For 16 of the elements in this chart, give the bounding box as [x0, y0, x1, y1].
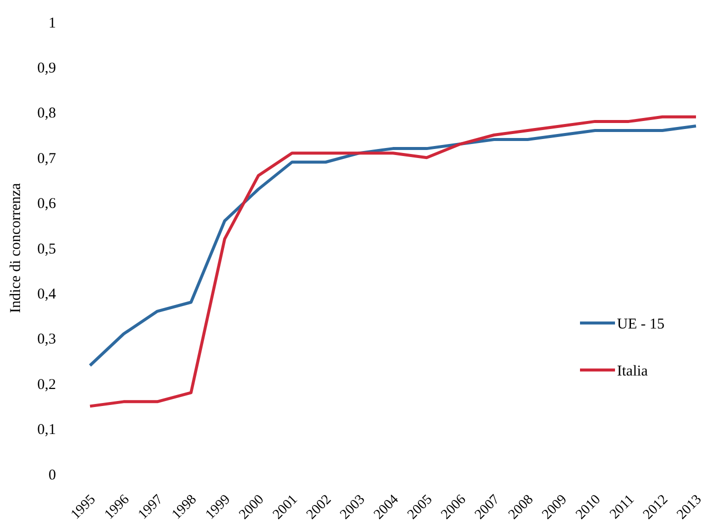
- y-tick-label: 0,5: [37, 241, 56, 258]
- y-tick-label: 0,6: [37, 196, 56, 212]
- y-tick-label: 0,1: [37, 422, 56, 438]
- x-tick-label: 2011: [607, 492, 638, 522]
- y-tick-label: 0,7: [37, 150, 56, 167]
- y-tick-label: 0,2: [37, 376, 56, 393]
- y-tick-label: 0,3: [37, 332, 56, 348]
- legend-label: Italia: [617, 363, 648, 380]
- line-series: [88, 115, 698, 408]
- y-tick-label: 0,8: [37, 106, 56, 122]
- y-tick-label: 1: [48, 15, 56, 32]
- y-tick-label: 0,9: [37, 60, 56, 76]
- y-axis-title: Indice di concorrenza: [8, 182, 24, 313]
- y-tick-label: 0: [48, 467, 56, 484]
- y-tick-label: 0,4: [37, 286, 56, 302]
- legend-label: UE - 15: [617, 316, 664, 332]
